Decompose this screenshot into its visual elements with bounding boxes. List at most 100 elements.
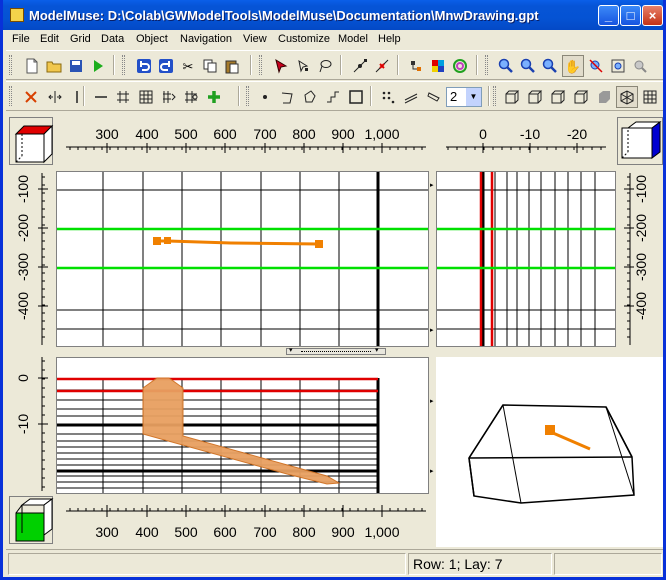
well-trace[interactable]	[158, 239, 320, 246]
delete-column-icon[interactable]	[20, 86, 42, 108]
3d-view-canvas[interactable]	[436, 357, 666, 547]
copy-icon[interactable]	[199, 55, 221, 77]
well-vertex[interactable]	[315, 240, 323, 248]
splitter-arrow-icon[interactable]: ▸	[430, 398, 434, 405]
top-view-cube-button[interactable]	[9, 117, 54, 165]
solid-shape-icon[interactable]	[593, 86, 615, 108]
vertical-splitter[interactable]: ▸ ▸	[429, 171, 435, 347]
select-vertex-icon[interactable]	[292, 55, 314, 77]
front-view-canvas[interactable]	[57, 358, 429, 494]
menu-file[interactable]: File	[12, 33, 30, 45]
3d-view-panel[interactable]	[436, 357, 666, 547]
title-bar[interactable]: ModelMuse: D:\Colab\GWModelTools\ModelMu…	[3, 0, 663, 30]
toolbar-grip[interactable]	[259, 55, 262, 75]
run-icon[interactable]	[87, 55, 109, 77]
toolbar-grip[interactable]	[9, 55, 12, 75]
splitter-arrow-icon[interactable]: ▸	[430, 182, 434, 189]
zoom-out-icon[interactable]	[539, 55, 561, 77]
work-area: 300 400 500 600 700 800 900 1,000 0 -10 -20 -100-…	[6, 113, 666, 547]
single-line-icon[interactable]	[66, 86, 88, 108]
top-view-panel[interactable]	[56, 171, 429, 347]
menu-edit[interactable]: Edit	[40, 33, 59, 45]
zoom-in-icon[interactable]	[495, 55, 517, 77]
grid-icon[interactable]	[112, 86, 134, 108]
restore-default-view-icon[interactable]	[585, 55, 607, 77]
zoom-icon[interactable]	[517, 55, 539, 77]
step-object-icon[interactable]	[322, 86, 344, 108]
lines-icon[interactable]	[400, 86, 422, 108]
well-screen-shape[interactable]	[142, 377, 341, 485]
menu-navigation[interactable]: Navigation	[180, 33, 232, 45]
splitter-arrow-icon[interactable]: ▾	[375, 347, 379, 354]
delete-vertex-icon[interactable]	[371, 55, 393, 77]
menu-grid[interactable]: Grid	[70, 33, 91, 45]
color-grid-icon[interactable]	[427, 55, 449, 77]
close-button[interactable]: ×	[642, 5, 663, 26]
grid-line-icon[interactable]	[90, 86, 112, 108]
save-icon[interactable]	[65, 55, 87, 77]
grid-angle-icon[interactable]	[180, 86, 202, 108]
cube-grid-icon[interactable]	[616, 86, 638, 108]
cube-front-icon[interactable]	[501, 86, 523, 108]
front-view-cube-button[interactable]	[9, 496, 54, 544]
chevron-down-icon[interactable]: ▼	[466, 88, 481, 106]
well-3d-head[interactable]	[545, 425, 555, 435]
previous-view-icon[interactable]	[629, 55, 651, 77]
maximize-button[interactable]: □	[620, 5, 641, 26]
undo-icon[interactable]	[133, 55, 155, 77]
edit-properties-icon[interactable]	[405, 55, 427, 77]
top-view-canvas[interactable]	[57, 172, 429, 347]
menu-data[interactable]: Data	[101, 33, 125, 45]
toolbar-grip[interactable]	[246, 86, 249, 106]
polygon-object-icon[interactable]	[299, 86, 321, 108]
menu-help[interactable]: Help	[378, 33, 401, 45]
side-view-canvas[interactable]	[437, 172, 616, 347]
add-point-icon[interactable]	[203, 86, 225, 108]
paste-icon[interactable]	[221, 55, 243, 77]
goto-icon[interactable]	[607, 55, 629, 77]
rectangle-object-icon[interactable]	[345, 86, 367, 108]
pan-hand-icon[interactable]: ✋	[562, 55, 584, 77]
front-view-panel[interactable]	[56, 357, 429, 494]
toolbar-grip[interactable]	[493, 86, 496, 106]
contour-icon[interactable]	[449, 55, 471, 77]
minimize-button[interactable]: _	[598, 5, 619, 26]
polyline-object-icon[interactable]	[276, 86, 298, 108]
cube-3d-icon[interactable]	[570, 86, 592, 108]
new-file-icon[interactable]	[21, 55, 43, 77]
well-vertex[interactable]	[153, 237, 161, 245]
lasso-icon[interactable]	[314, 55, 336, 77]
well-3d[interactable]	[552, 431, 591, 451]
menu-view[interactable]: View	[243, 33, 267, 45]
menu-customize[interactable]: Customize	[278, 33, 330, 45]
toolbar-grip[interactable]	[9, 86, 12, 106]
generate-grid-icon[interactable]	[135, 86, 157, 108]
menu-object[interactable]: Object	[136, 33, 168, 45]
side-view-panel[interactable]	[436, 171, 616, 347]
cube-top-icon[interactable]	[524, 86, 546, 108]
splitter-arrow-icon[interactable]: ▾	[289, 347, 293, 354]
toolbar-grip[interactable]	[485, 55, 488, 75]
menu-model[interactable]: Model	[338, 33, 368, 45]
cut-icon[interactable]: ✂	[182, 58, 194, 74]
point-object-icon[interactable]	[254, 86, 276, 108]
move-column-icon[interactable]	[44, 86, 66, 108]
slanted-lines-icon[interactable]	[423, 86, 445, 108]
redo-icon[interactable]	[155, 55, 177, 77]
select-arrow-icon[interactable]	[270, 55, 292, 77]
side-view-cube-button[interactable]	[617, 117, 663, 165]
toolbar-grip[interactable]	[122, 55, 125, 75]
menu-bar: File Edit Grid Data Object Navigation Vi…	[6, 30, 663, 50]
open-folder-icon[interactable]	[43, 55, 65, 77]
cube-side-icon[interactable]	[547, 86, 569, 108]
horizontal-splitter[interactable]: ▾ ▾	[286, 347, 386, 355]
splitter-arrow-icon[interactable]: ▸	[430, 468, 434, 475]
add-vertex-icon[interactable]	[349, 55, 371, 77]
dots-icon[interactable]	[377, 86, 399, 108]
splitter-arrow-icon[interactable]: ▸	[430, 327, 434, 334]
table-grid-icon[interactable]	[639, 86, 661, 108]
smooth-grid-icon[interactable]	[158, 86, 180, 108]
well-vertex[interactable]	[164, 237, 171, 244]
layer-select[interactable]: 2 ▼	[446, 87, 482, 107]
vertical-splitter-lower[interactable]: ▸ ▸	[429, 357, 435, 494]
